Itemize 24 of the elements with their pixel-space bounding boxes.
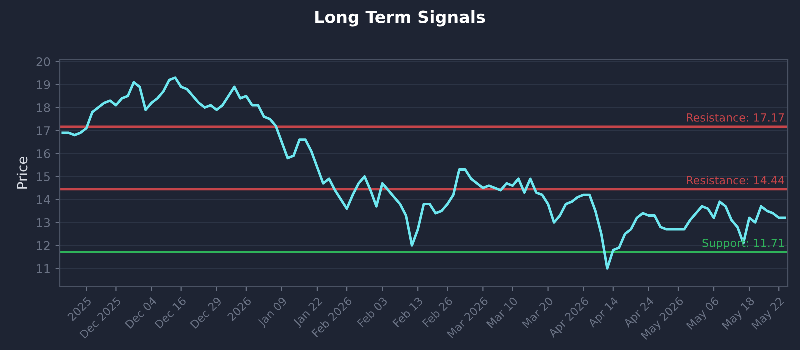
ref-line-label: Resistance: 14.44 xyxy=(687,176,784,185)
y-tick-label: 15 xyxy=(37,172,50,182)
x-tick-label: Mar 20 xyxy=(522,296,554,329)
line-series xyxy=(62,76,786,270)
x-tick-label: Dec 29 xyxy=(190,296,222,330)
x-tick-label: Mar 10 xyxy=(486,296,518,329)
y-tick-label: 11 xyxy=(37,264,50,274)
y-tick-label: 13 xyxy=(37,218,50,228)
y-tick-label: 14 xyxy=(37,196,50,204)
y-tick-label: 17 xyxy=(37,126,50,136)
y-tick-label: 12 xyxy=(37,241,50,250)
y-tick-label: 16 xyxy=(37,149,50,158)
y-tick-label: 19 xyxy=(37,80,50,90)
x-tick-label: Feb 26 xyxy=(422,296,454,328)
y-tick-label: 18 xyxy=(37,103,50,112)
x-tick-label: Feb 13 xyxy=(392,296,424,328)
chart-title: Long Term Signals xyxy=(316,10,486,27)
y-tick-label: 20 xyxy=(36,58,50,66)
ref-line-label: Resistance: 17.17 xyxy=(687,113,784,122)
x-tick-label: Apr 14 xyxy=(588,296,621,330)
ref-line-label: Support: 11.71 xyxy=(702,238,784,250)
x-tick-label: Jan 09 xyxy=(257,296,289,329)
y-axis-title: Price xyxy=(16,157,28,189)
x-tick-label: Feb 03 xyxy=(356,296,388,328)
